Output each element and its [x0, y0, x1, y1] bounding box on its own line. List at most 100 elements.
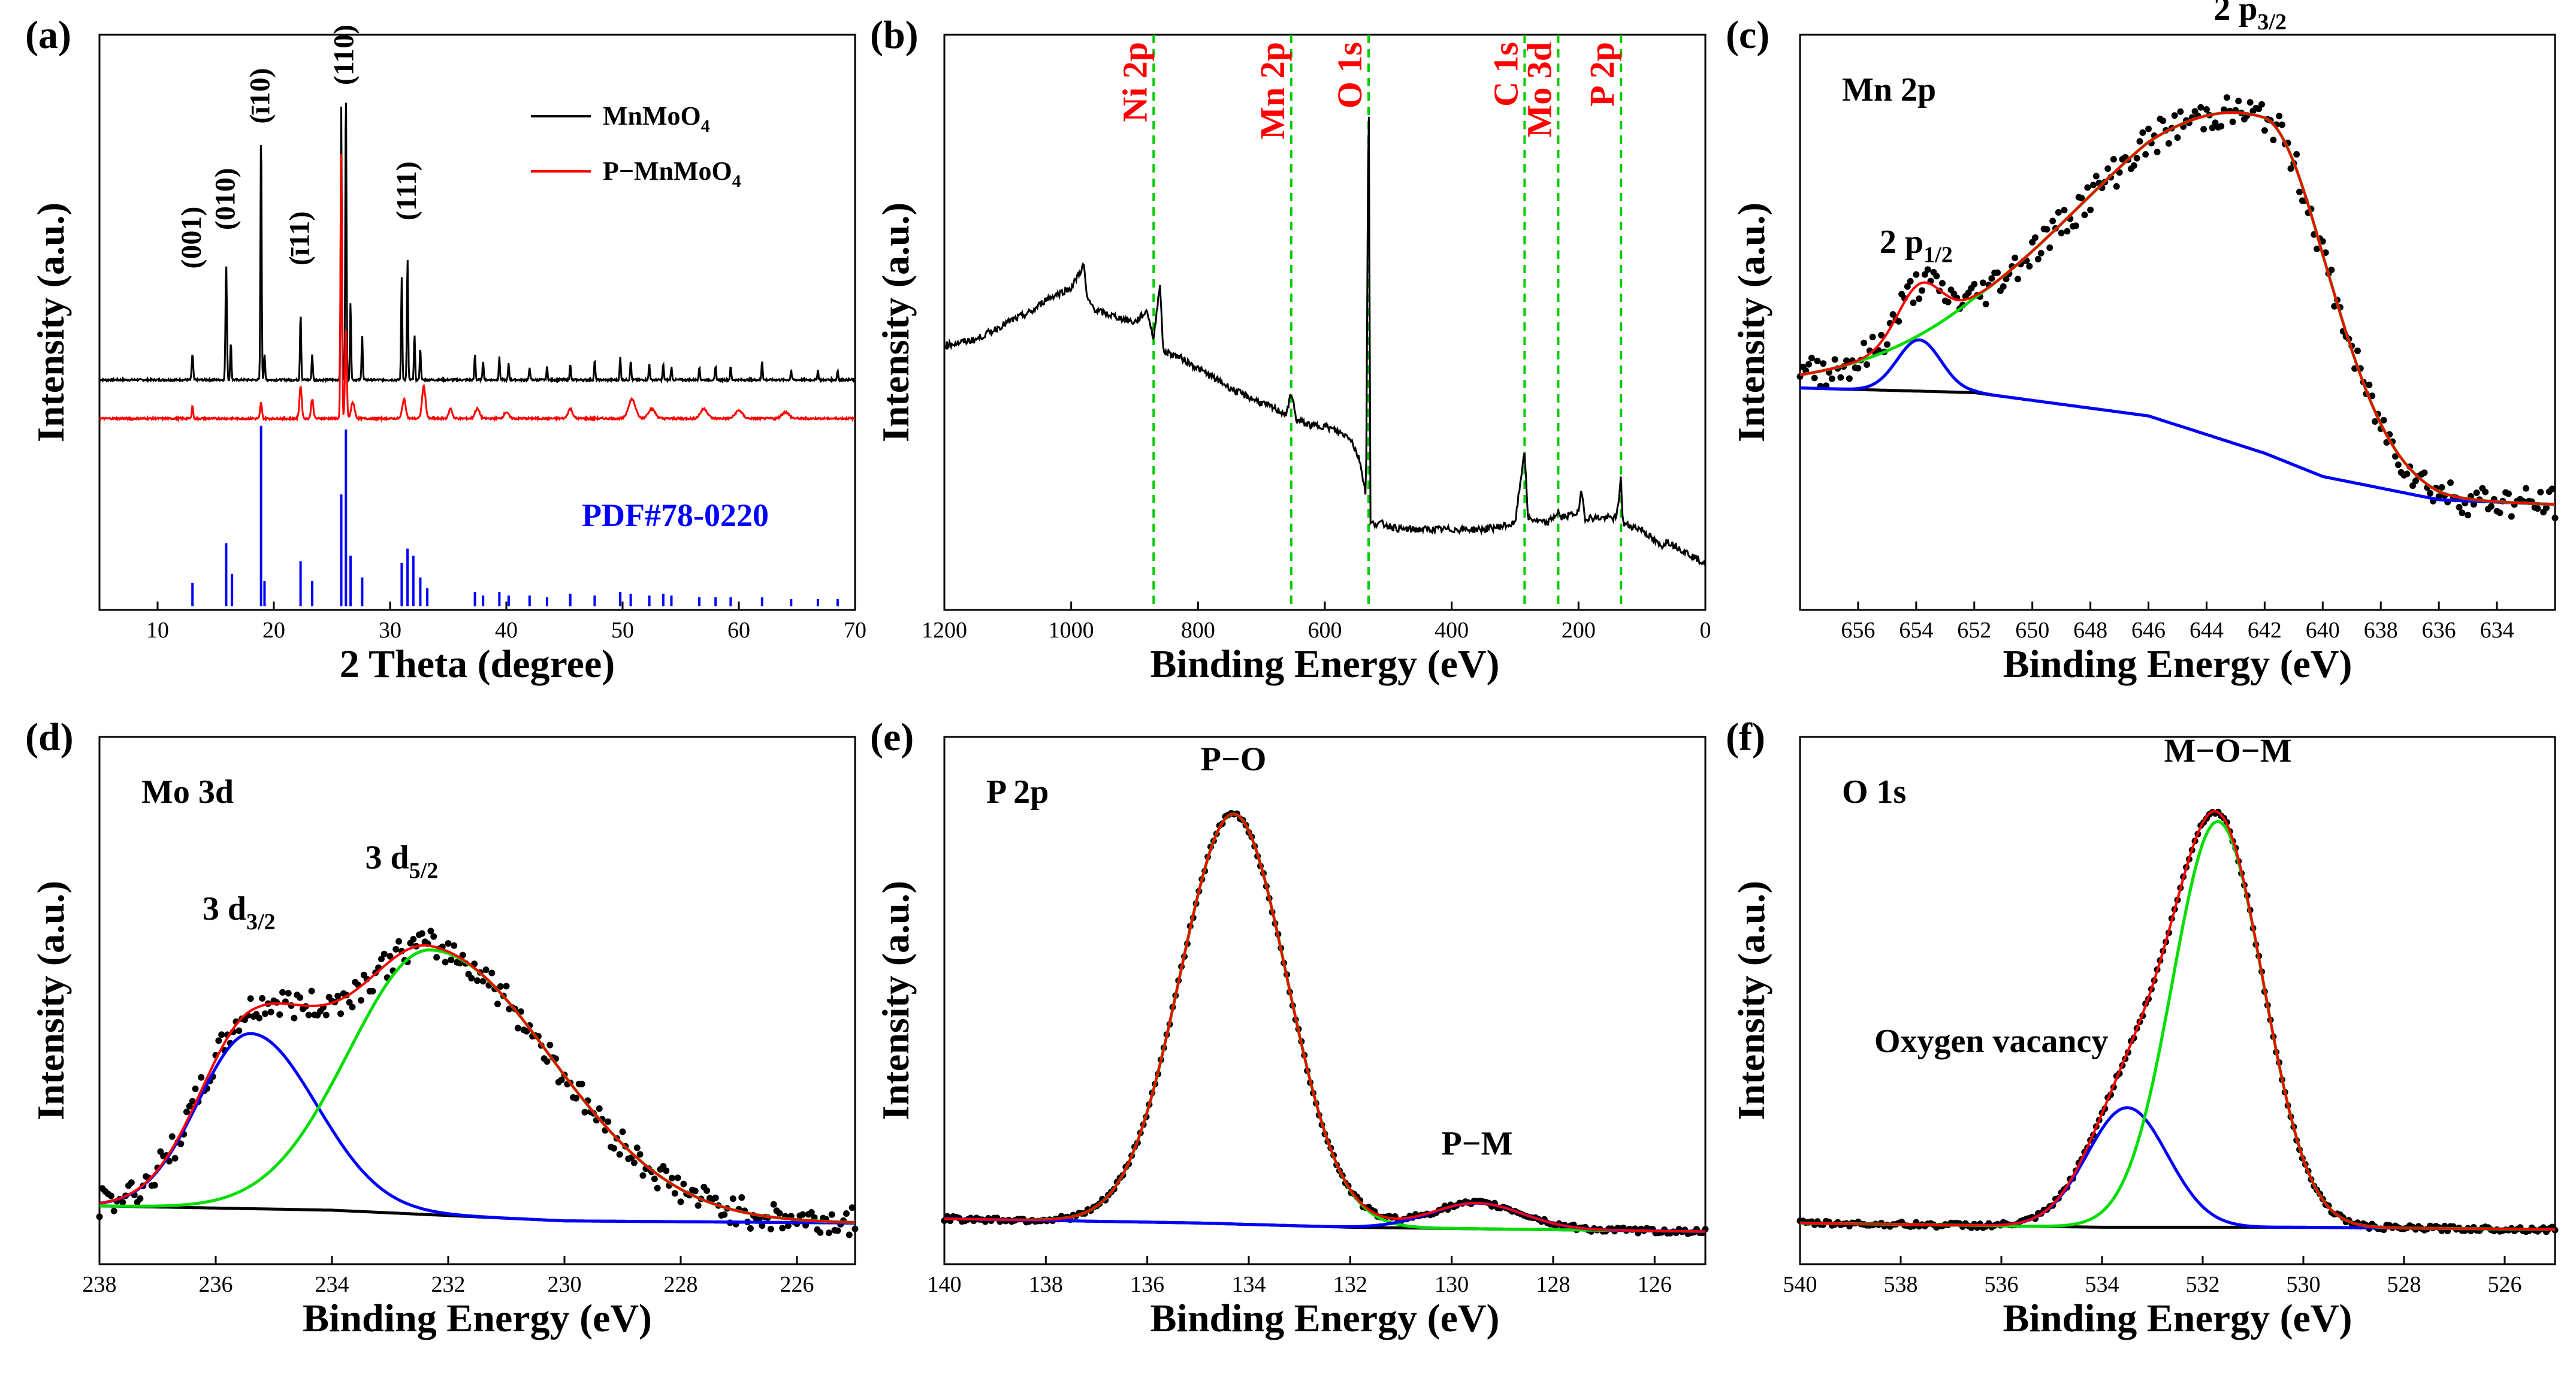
- data-point: [2092, 173, 2100, 180]
- data-point: [2113, 183, 2120, 190]
- data-point: [1808, 355, 1815, 362]
- x-tick-label: 136: [1130, 1272, 1164, 1297]
- data-point: [1913, 271, 1920, 278]
- data-point: [433, 954, 440, 961]
- panel-title: Mn 2p: [1842, 71, 1936, 108]
- data-point: [712, 1194, 719, 1201]
- data-point: [358, 997, 364, 1004]
- data-point: [2505, 490, 2512, 497]
- data-point: [137, 1195, 144, 1202]
- panel-d: 238 236 234 232 230 228 226 Binding Energy (eV)…: [25, 715, 859, 1340]
- data-point: [680, 1180, 687, 1187]
- x-tick-label: 534: [2085, 1272, 2119, 1297]
- x-tick-label: 800: [1181, 618, 1215, 643]
- data-point: [482, 966, 490, 974]
- data-point: [1828, 375, 1835, 382]
- x-tick-label: 30: [379, 618, 401, 643]
- data-point: [2061, 207, 2068, 214]
- fit-envelope-line: [1800, 809, 2556, 1231]
- fit-envelope-line: [1799, 111, 2556, 506]
- data-point: [2366, 381, 2373, 388]
- plot-frame: [98, 34, 856, 611]
- data-point: [2084, 184, 2091, 191]
- data-point: [581, 1108, 588, 1116]
- data-point: [430, 933, 437, 940]
- data-point: [247, 995, 254, 1002]
- data-point: [1944, 298, 1952, 306]
- data-point: [2287, 165, 2294, 172]
- x-tick-label: 530: [2287, 1272, 2321, 1297]
- panel-label: (d): [25, 715, 74, 759]
- data-point: [337, 1010, 345, 1017]
- x-tick-label: 600: [1308, 618, 1342, 643]
- data-point: [1831, 356, 1838, 363]
- data-point: [2447, 479, 2454, 486]
- peak-annotation-base: 3 d: [203, 890, 246, 927]
- data-point: [279, 989, 286, 996]
- data-point: [578, 1080, 585, 1087]
- data-point: [703, 1187, 711, 1194]
- data-point: [639, 1172, 647, 1179]
- data-point: [674, 1174, 681, 1181]
- data-point: [261, 1010, 268, 1017]
- data-point: [418, 930, 425, 937]
- data-point: [1883, 341, 1891, 348]
- data-point: [1924, 266, 1931, 273]
- data-point: [828, 1211, 835, 1218]
- x-tick-label: 650: [2015, 618, 2049, 643]
- peak-annotation: Oxygen vacancy: [1874, 1023, 2108, 1060]
- data-point: [2160, 117, 2167, 125]
- peak-annotation: 3 d3/2: [203, 890, 276, 935]
- data-point: [2261, 127, 2268, 134]
- data-point: [2026, 262, 2033, 270]
- x-tick-label: 128: [1536, 1272, 1571, 1297]
- data-point: [2427, 489, 2434, 497]
- data-point: [386, 953, 394, 960]
- data-point: [1895, 318, 1902, 325]
- x-tick-label: 640: [2306, 618, 2340, 643]
- data-point: [410, 936, 417, 943]
- data-point: [2081, 211, 2088, 219]
- data-point: [825, 1229, 832, 1237]
- data-point: [110, 1207, 117, 1214]
- x-tick-label: 228: [664, 1272, 698, 1297]
- data-point: [2473, 489, 2480, 496]
- data-point: [2328, 267, 2335, 274]
- data-point: [177, 1140, 185, 1147]
- x-tick-label: 20: [262, 618, 285, 643]
- data-point: [1869, 334, 1876, 341]
- data-point: [691, 1187, 699, 1195]
- data-point: [514, 1025, 521, 1032]
- peak-annotation: 2 p1/2: [1880, 223, 1953, 268]
- panel-title: O 1s: [1842, 773, 1906, 811]
- data-point: [2508, 513, 2515, 520]
- data-point: [767, 1225, 774, 1232]
- y-axis-label: Intensity (a.u.): [29, 881, 72, 1120]
- data-point: [2372, 418, 2379, 425]
- data-point: [2078, 195, 2085, 202]
- x-tick-label: 236: [199, 1272, 233, 1297]
- data-point: [848, 1204, 856, 1211]
- panel-c: 656 654 652 650 648 646 644 642 640 638 636 634 Bind…: [1726, 0, 2559, 686]
- data-point: [235, 1027, 243, 1034]
- fit-component-line: [1800, 1106, 2556, 1231]
- miller-index-label: (111): [391, 161, 422, 220]
- panel-e: 140 138 136 134 132 130 128 126 Binding Energy (…: [870, 715, 1709, 1340]
- x-axis-label: Binding Energy (eV): [303, 1297, 652, 1340]
- data-point: [770, 1201, 777, 1208]
- data-point: [2465, 512, 2472, 519]
- x-axis-label: 2 Theta (degree): [340, 642, 615, 686]
- data-point: [1855, 364, 1862, 371]
- data-point: [427, 927, 434, 935]
- panel-title: P 2p: [986, 773, 1049, 811]
- data-point: [651, 1176, 658, 1183]
- data-point: [2229, 118, 2236, 125]
- data-point: [256, 1014, 263, 1022]
- data-point: [799, 1211, 807, 1218]
- data-point: [334, 992, 342, 999]
- data-point: [2380, 416, 2387, 424]
- data-point: [2104, 165, 2112, 173]
- x-tick-label: 70: [844, 618, 866, 643]
- data-point: [845, 1231, 853, 1238]
- fit-component-line: [944, 812, 1705, 1233]
